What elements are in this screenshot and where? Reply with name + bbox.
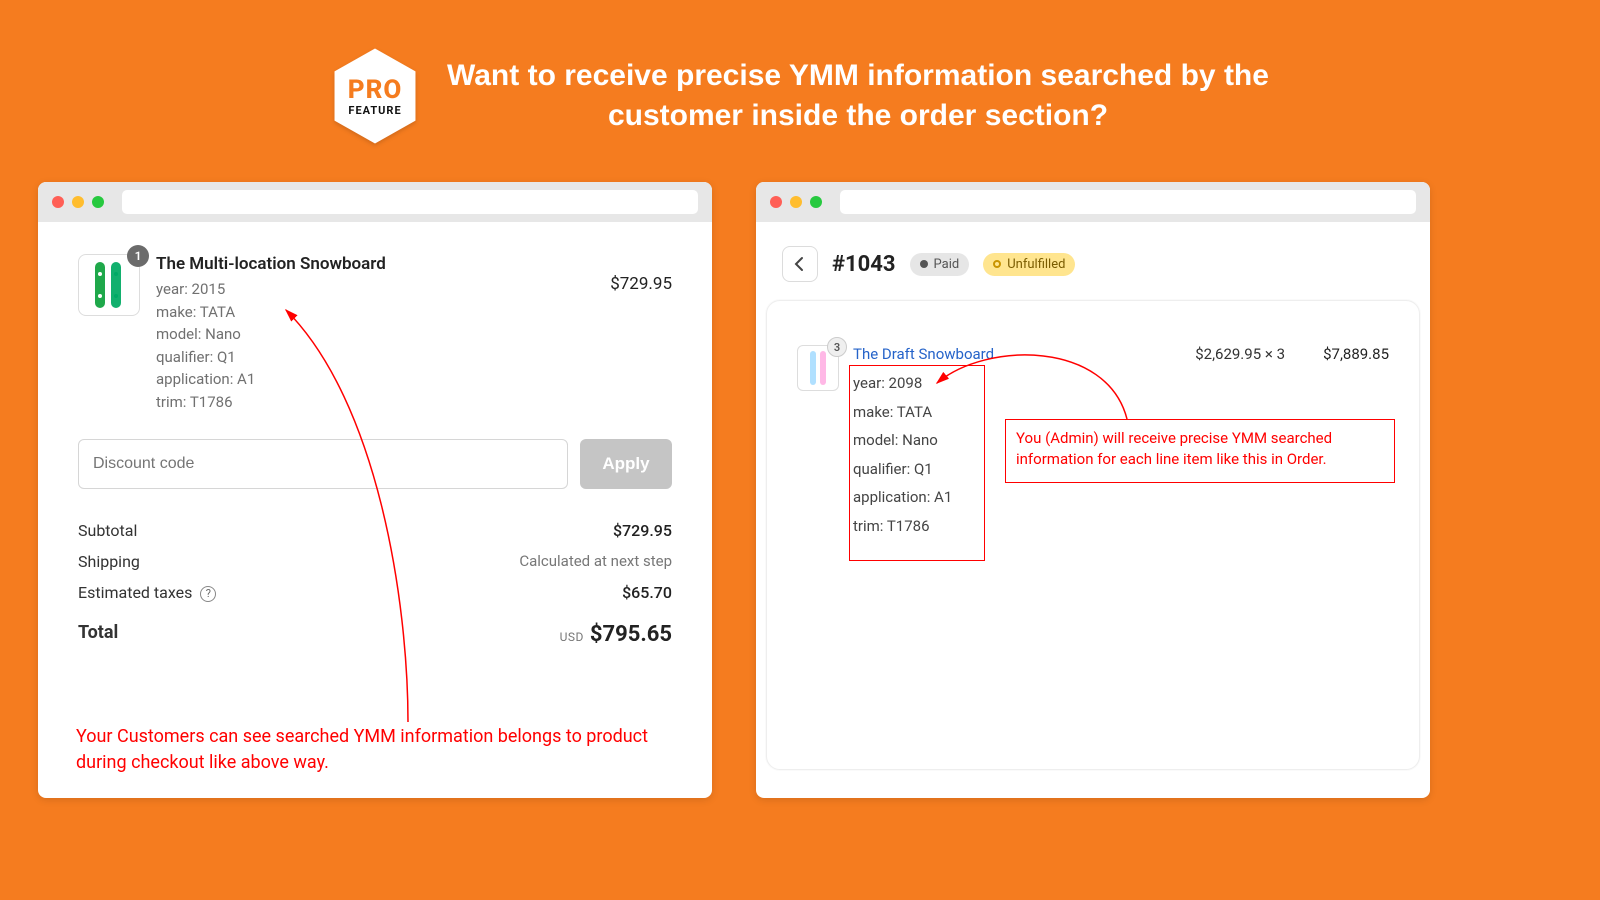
- line-title-link[interactable]: The Draft Snowboard: [853, 345, 994, 363]
- checkout-annotation: Your Customers can see searched YMM info…: [76, 724, 674, 776]
- admin-order: #1043 Paid Unfulfilled 3 The Draft Snowb…: [756, 222, 1430, 770]
- panels: 1 The Multi-location Snowboard year: 201…: [0, 146, 1600, 798]
- minimize-icon[interactable]: [790, 196, 802, 208]
- address-bar[interactable]: [122, 190, 698, 214]
- line-unit-price: $2,629.95 × 3: [1165, 345, 1285, 363]
- attr-year: year: 2015: [156, 278, 566, 301]
- shipping-value: Calculated at next step: [519, 552, 672, 571]
- window-titlebar: [38, 182, 712, 222]
- minimize-icon[interactable]: [72, 196, 84, 208]
- pro-feature-badge: PRO FEATURE: [331, 46, 419, 146]
- window-titlebar: [756, 182, 1430, 222]
- annotation-attr-box: [849, 365, 985, 561]
- paid-badge: Paid: [910, 253, 970, 276]
- order-id: #1043: [832, 252, 896, 277]
- headline-line1: Want to receive precise YMM information …: [447, 59, 1269, 92]
- checkout-summary: 1 The Multi-location Snowboard year: 201…: [38, 222, 712, 653]
- badge-pro-text: PRO: [348, 77, 403, 103]
- total-label: Total: [78, 622, 118, 647]
- close-icon[interactable]: [770, 196, 782, 208]
- arrow-left-icon: [792, 256, 808, 272]
- attr-application: application: A1: [156, 368, 566, 391]
- line-qty-badge: 3: [827, 337, 847, 357]
- checkout-window: 1 The Multi-location Snowboard year: 201…: [38, 182, 712, 798]
- address-bar[interactable]: [840, 190, 1416, 214]
- headline: Want to receive precise YMM information …: [447, 56, 1269, 137]
- back-button[interactable]: [782, 246, 818, 282]
- product-thumbnail: 1: [78, 254, 140, 316]
- product-title: The Multi-location Snowboard: [156, 254, 566, 274]
- ymm-attributes: year: 2015 make: TATA model: Nano qualif…: [156, 278, 566, 413]
- subtotal-value: $729.95: [613, 521, 672, 540]
- quantity-badge: 1: [127, 245, 149, 267]
- discount-input[interactable]: [78, 439, 568, 489]
- subtotal-label: Subtotal: [78, 521, 137, 540]
- help-icon[interactable]: ?: [200, 586, 216, 602]
- apply-button[interactable]: Apply: [580, 439, 672, 489]
- maximize-icon[interactable]: [810, 196, 822, 208]
- order-header: #1043 Paid Unfulfilled: [756, 246, 1430, 300]
- attr-qualifier: qualifier: Q1: [156, 346, 566, 369]
- attr-trim: trim: T1786: [156, 391, 566, 414]
- line-total: $7,889.85: [1299, 345, 1389, 363]
- badge-feature-text: FEATURE: [348, 105, 401, 116]
- attr-model: model: Nano: [156, 323, 566, 346]
- tax-label: Estimated taxes ?: [78, 583, 216, 602]
- line-thumbnail: 3: [797, 345, 839, 391]
- maximize-icon[interactable]: [92, 196, 104, 208]
- close-icon[interactable]: [52, 196, 64, 208]
- tax-value: $65.70: [622, 583, 672, 602]
- page-header: PRO FEATURE Want to receive precise YMM …: [0, 0, 1600, 146]
- totals: Subtotal $729.95 Shipping Calculated at …: [78, 515, 672, 653]
- admin-window: #1043 Paid Unfulfilled 3 The Draft Snowb…: [756, 182, 1430, 798]
- product-price: $729.95: [582, 254, 672, 413]
- discount-row: Apply: [78, 439, 672, 489]
- headline-line2: customer inside the order section?: [608, 99, 1108, 132]
- order-card: 3 The Draft Snowboard year: 2098 make: T…: [766, 300, 1420, 770]
- admin-annotation: You (Admin) will receive precise YMM sea…: [1005, 419, 1395, 483]
- total-value: USD$795.65: [560, 622, 672, 647]
- product-row: 1 The Multi-location Snowboard year: 201…: [78, 254, 672, 413]
- product-info: The Multi-location Snowboard year: 2015 …: [156, 254, 566, 413]
- attr-make: make: TATA: [156, 301, 566, 324]
- unfulfilled-badge: Unfulfilled: [983, 253, 1075, 276]
- shipping-label: Shipping: [78, 552, 140, 571]
